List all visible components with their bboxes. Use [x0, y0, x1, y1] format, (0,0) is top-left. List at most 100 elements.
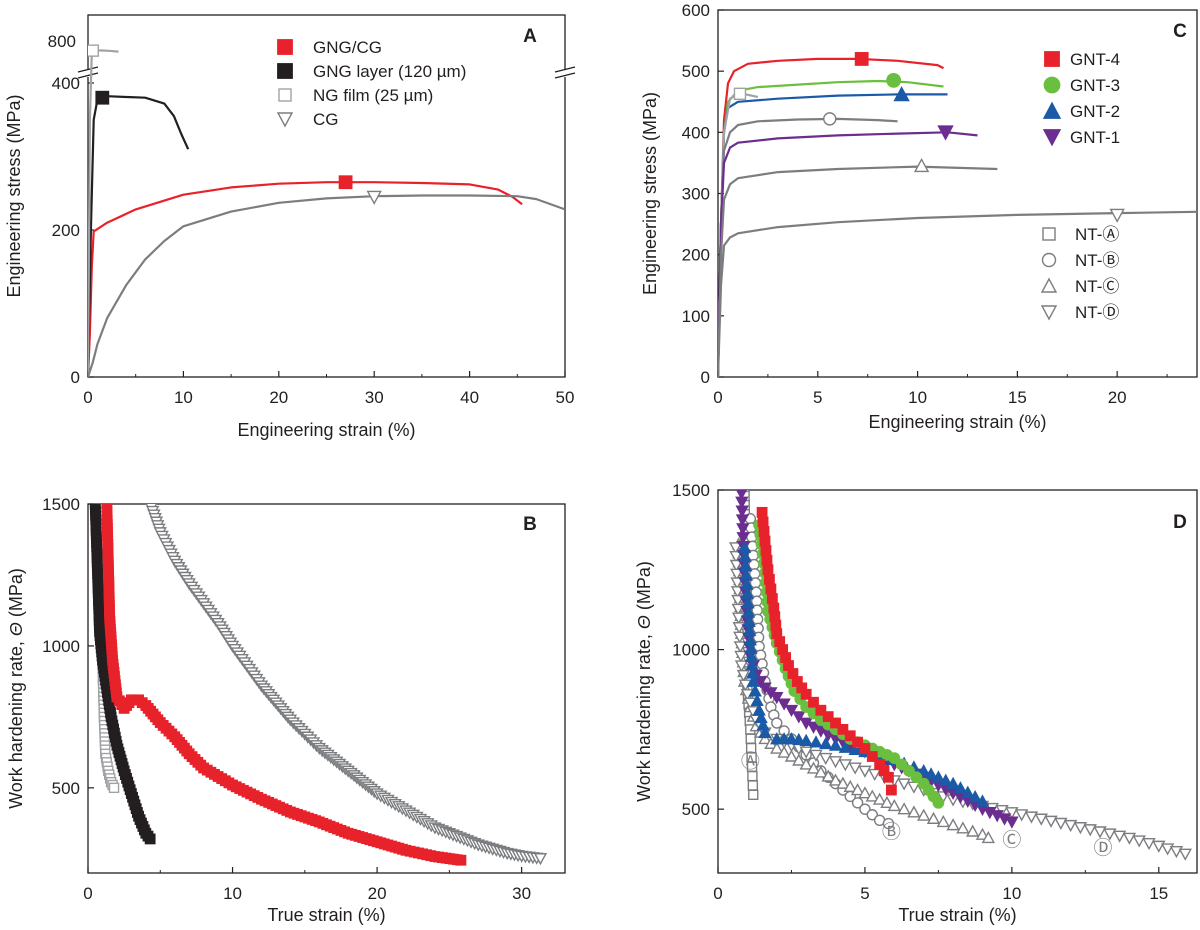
data-point: [745, 733, 756, 744]
data-point: [799, 757, 813, 770]
y-axis-title-part: Engineering stress (MPa): [640, 92, 660, 295]
legend-marker: [1042, 101, 1062, 119]
data-point: [887, 799, 902, 812]
data-point: [885, 784, 897, 796]
data-point: [1054, 817, 1068, 830]
data-point: [455, 854, 467, 866]
data-point: [907, 805, 921, 818]
data-point: [822, 711, 834, 723]
legend-marker: [276, 112, 294, 128]
plot-area: [89, 504, 548, 866]
y-tick-label: 0: [701, 368, 710, 387]
data-point: [770, 692, 784, 705]
legend-marker: [277, 63, 293, 79]
legend-marker: [277, 39, 293, 55]
y-axis-title-theta: Θ: [634, 615, 654, 629]
data-point: [956, 821, 970, 834]
data-point: [1024, 811, 1039, 824]
data-point: [1103, 828, 1117, 841]
data-point: [758, 526, 770, 537]
data-point: [936, 814, 950, 828]
panel-letter: C: [1173, 21, 1187, 42]
data-point: [747, 780, 759, 791]
data-point: [736, 532, 750, 545]
data-point: [897, 778, 911, 791]
data-point: [764, 573, 775, 585]
series-marker: [937, 125, 954, 141]
data-point: [761, 554, 773, 566]
plot-frame: [717, 489, 1198, 874]
series-line: [88, 181, 523, 377]
y-axis-title-theta: Θ: [6, 622, 26, 636]
series-cg: [145, 504, 548, 866]
data-point: [733, 631, 747, 644]
data-point: [1005, 816, 1019, 829]
annotation-label: Ⓒ: [1002, 829, 1021, 851]
data-point: [733, 641, 748, 654]
data-point: [144, 833, 156, 845]
data-point: [1034, 813, 1048, 826]
x-tick-label: 20: [269, 388, 288, 407]
legend: GNT-4 GNT-3 GNT-2 GNT-1 NT-Ⓐ NT-Ⓑ NT-Ⓒ NT-Ⓓ: [1040, 50, 1120, 322]
series-line: [88, 95, 190, 377]
y-axis-title-part: (MPa): [634, 561, 654, 615]
data-point: [762, 564, 774, 576]
series-gnt-1: [718, 125, 978, 377]
plot-area: [88, 44, 565, 377]
x-tick-label: 30: [365, 388, 384, 407]
series-nt-: [728, 542, 1192, 861]
data-point: [108, 782, 120, 794]
x-tick-label: 10: [223, 884, 242, 903]
data-point: [828, 756, 843, 769]
data-point: [866, 751, 878, 762]
x-tick-label: 15: [1008, 388, 1027, 407]
plot-frame: [87, 503, 566, 874]
y-tick-label: 100: [682, 307, 710, 326]
y-tick-label: 1500: [672, 481, 710, 500]
data-point: [883, 771, 894, 783]
series-gnt-4: [756, 506, 897, 796]
data-point: [981, 830, 996, 844]
panel-B: 0 10 20 30 500 1000 1500 True strain (%) Work ha…: [6, 495, 566, 925]
x-axis-title: Engineering strain (%): [237, 420, 415, 440]
data-point: [838, 759, 853, 772]
data-point: [1063, 819, 1078, 833]
data-point: [729, 551, 743, 564]
axis-break-mark: [77, 72, 99, 79]
data-point: [872, 792, 887, 805]
legend-marker: [1044, 51, 1060, 67]
y-tick-label: 500: [52, 779, 80, 798]
data-point: [848, 742, 862, 755]
series-nt-: [718, 208, 1197, 377]
data-point: [765, 583, 777, 595]
data-point: [799, 733, 813, 746]
series-marker: [733, 87, 747, 100]
y-tick-label: 200: [52, 221, 80, 240]
x-axis-title: True strain (%): [898, 905, 1016, 925]
annotation-label: Ⓐ: [741, 751, 760, 773]
legend-label: CG: [313, 110, 339, 129]
series-nt-: [718, 158, 998, 377]
data-point: [819, 752, 833, 766]
y-tick-label: 500: [682, 62, 710, 81]
x-tick-label: 5: [813, 388, 822, 407]
data-point: [735, 505, 749, 518]
data-point: [865, 789, 879, 802]
data-point: [808, 696, 819, 708]
data-point: [1093, 826, 1107, 839]
y-tick-label: 400: [682, 123, 710, 142]
data-point: [819, 736, 833, 750]
data-point: [975, 794, 990, 807]
y-axis-title-part: Engineering stress (MPa): [4, 94, 24, 297]
panel-letter: B: [523, 514, 537, 535]
data-point: [852, 736, 863, 748]
legend-label: NT-Ⓓ: [1075, 303, 1119, 322]
data-point: [926, 811, 941, 824]
series-line: [718, 92, 759, 377]
data-point: [946, 818, 960, 831]
y-axis-title: Work hardening rate, Θ (MPa): [634, 561, 654, 802]
series-marker: [893, 86, 910, 102]
x-tick-label: 30: [512, 884, 531, 903]
data-point: [736, 523, 750, 536]
